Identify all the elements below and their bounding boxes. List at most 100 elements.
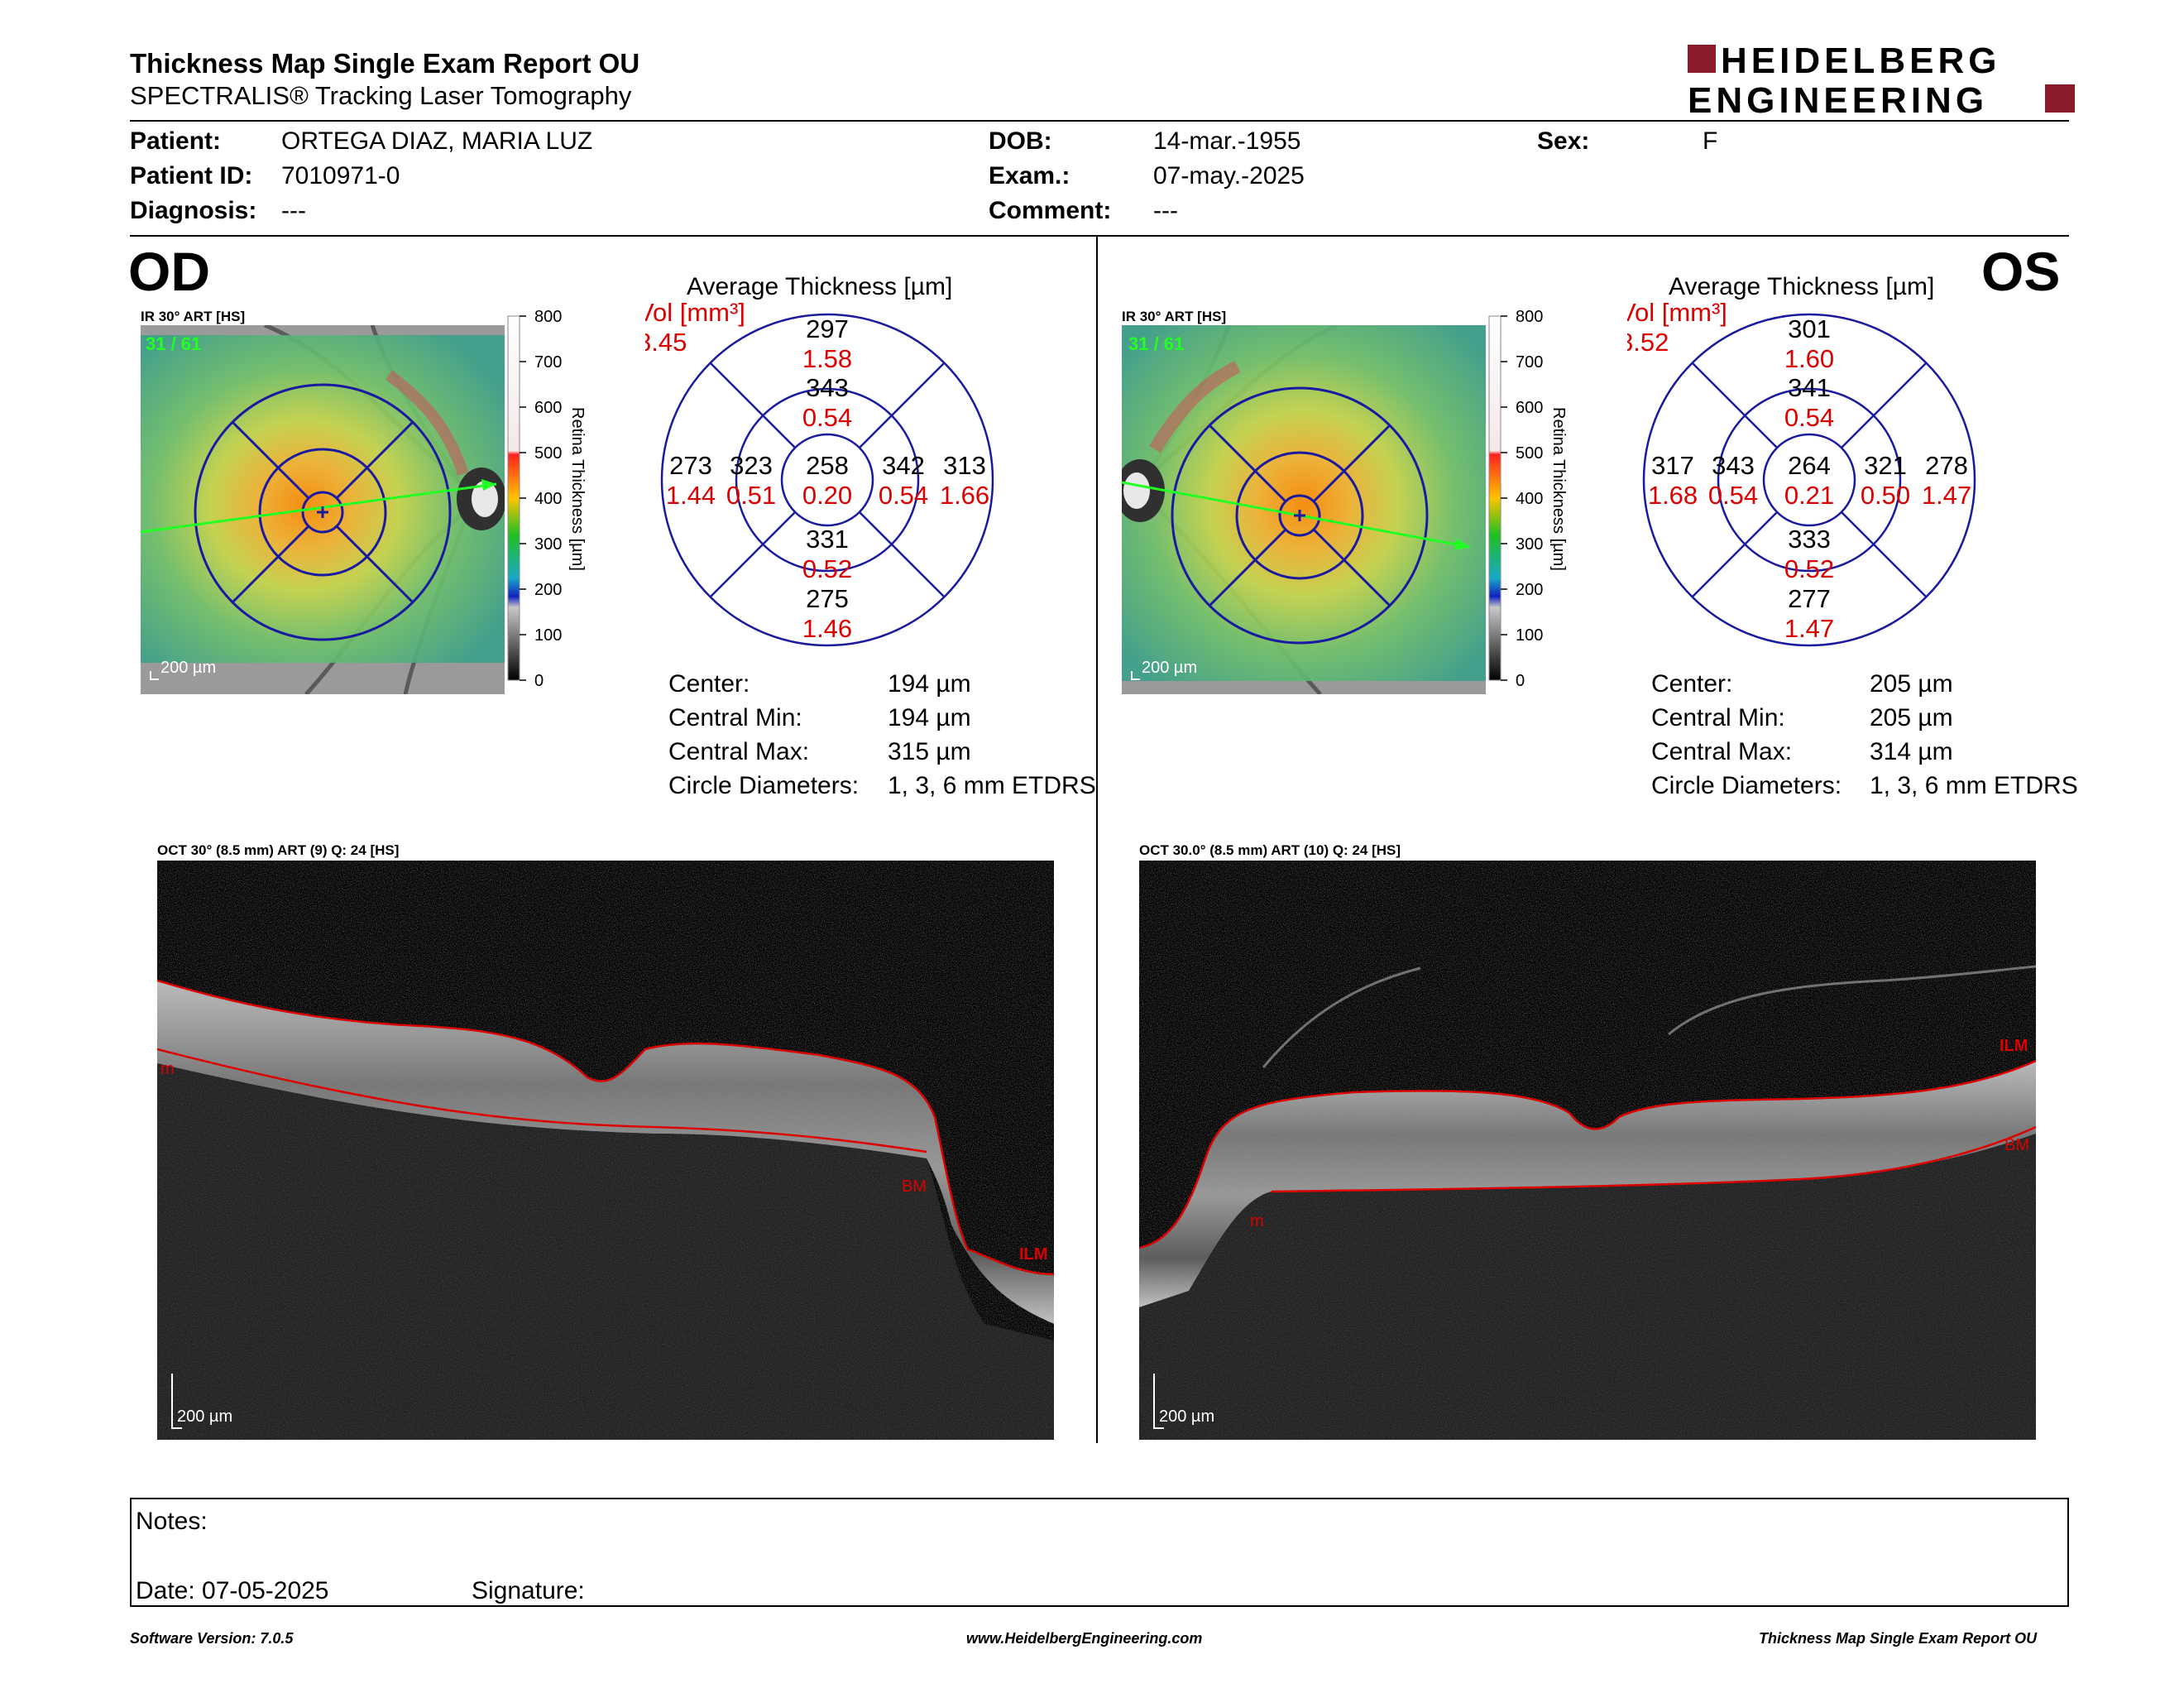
svg-text:0: 0 [1516, 672, 1525, 690]
info-rule [130, 235, 2069, 237]
svg-text:HEIDELBERG: HEIDELBERG [1721, 43, 2000, 81]
svg-text:ILM: ILM [1019, 1245, 1047, 1264]
footer-website: www.HeidelbergEngineering.com [966, 1630, 1203, 1647]
svg-text:700: 700 [1516, 353, 1543, 372]
os-thickness-colorbar: 800 700 600 500 400 300 200 100 0 Retina… [1488, 308, 1568, 690]
svg-text:317: 317 [1651, 451, 1694, 480]
os-central-min-value: 205 µm [1870, 704, 1953, 731]
svg-text:0.54: 0.54 [1784, 403, 1834, 432]
svg-text:0.54: 0.54 [879, 481, 928, 510]
od-center-value: 194 µm [888, 670, 971, 698]
os-fundus-image: 31 / 61 200 µm [1122, 325, 1486, 694]
svg-text:100: 100 [1516, 626, 1543, 645]
footer-report-name: Thickness Map Single Exam Report OU [1759, 1630, 2038, 1647]
comment-label: Comment: [989, 197, 1112, 224]
svg-text:1.46: 1.46 [802, 614, 852, 643]
svg-text:333: 333 [1788, 525, 1831, 554]
svg-text:200: 200 [534, 581, 562, 599]
svg-text:1.44: 1.44 [666, 481, 716, 510]
eye-label-os: OS [1981, 241, 2061, 302]
svg-text:300: 300 [534, 535, 562, 554]
svg-text:300: 300 [1516, 535, 1543, 554]
svg-text:343: 343 [806, 373, 849, 402]
svg-text:800: 800 [534, 308, 562, 326]
patient-label: Patient: [130, 127, 222, 155]
svg-text:500: 500 [1516, 444, 1543, 463]
sex-label: Sex: [1537, 127, 1590, 155]
svg-text:Retina Thickness [µm]: Retina Thickness [µm] [568, 407, 587, 571]
exam-label: Exam.: [989, 162, 1070, 189]
svg-text:BM: BM [2004, 1136, 2029, 1154]
svg-text:323: 323 [730, 451, 773, 480]
sex: F [1703, 127, 1718, 155]
os-central-max-label: Central Max: [1651, 738, 1793, 765]
svg-text:1.47: 1.47 [1922, 481, 1971, 510]
svg-text:m: m [1250, 1212, 1264, 1230]
svg-text:301: 301 [1788, 314, 1831, 343]
svg-text:200: 200 [1516, 581, 1543, 599]
patient-id-label: Patient ID: [130, 162, 253, 189]
diagnosis-label: Diagnosis: [130, 197, 257, 224]
svg-text:0.20: 0.20 [802, 481, 852, 510]
od-central-max-value: 315 µm [888, 738, 971, 765]
svg-text:700: 700 [534, 353, 562, 372]
report-title: Thickness Map Single Exam Report OU [130, 48, 640, 79]
od-avg-thickness-title: Average Thickness [µm] [687, 273, 953, 300]
svg-text:0.54: 0.54 [1708, 481, 1758, 510]
svg-text:0.50: 0.50 [1861, 481, 1910, 510]
notes-date: Date: 07-05-2025 [136, 1577, 329, 1604]
diagnosis: --- [281, 197, 306, 224]
svg-text:0.52: 0.52 [1784, 554, 1834, 583]
svg-text:341: 341 [1788, 373, 1831, 402]
svg-text:0.52: 0.52 [802, 554, 852, 583]
svg-text:500: 500 [534, 444, 562, 463]
svg-text:600: 600 [534, 399, 562, 417]
dob: 14-mar.-1955 [1153, 127, 1301, 155]
od-fundus-scale: 200 µm [160, 659, 216, 677]
od-frame-counter: 31 / 61 [146, 333, 201, 354]
footer-software-version: Software Version: 7.0.5 [130, 1630, 294, 1647]
svg-text:273: 273 [669, 451, 712, 480]
svg-text:1.60: 1.60 [1784, 344, 1834, 373]
header-rule [130, 120, 2069, 122]
svg-text:1.66: 1.66 [940, 481, 989, 510]
od-central-min-label: Central Min: [668, 704, 802, 731]
patient-id: 7010971-0 [281, 162, 400, 189]
svg-text:264: 264 [1788, 451, 1831, 480]
patient-name: ORTEGA DIAZ, MARIA LUZ [281, 127, 593, 155]
svg-text:0.21: 0.21 [1784, 481, 1834, 510]
os-vol-value: 8.52 [1627, 328, 1669, 357]
os-vol-label: Vol [mm³] [1627, 298, 1727, 327]
svg-text:331: 331 [806, 525, 849, 554]
svg-text:600: 600 [1516, 399, 1543, 417]
od-circle-diam-value: 1, 3, 6 mm ETDRS [888, 772, 1096, 799]
comment: --- [1153, 197, 1178, 224]
signature-label: Signature: [472, 1577, 585, 1604]
svg-text:278: 278 [1925, 451, 1968, 480]
svg-text:258: 258 [806, 451, 849, 480]
svg-text:1.58: 1.58 [802, 344, 852, 373]
od-oct-scale: 200 µm [177, 1407, 232, 1426]
exam-date: 07-may.-2025 [1153, 162, 1305, 189]
os-avg-thickness-title: Average Thickness [µm] [1669, 273, 1935, 300]
os-central-max-value: 314 µm [1870, 738, 1953, 765]
svg-text:0.54: 0.54 [802, 403, 852, 432]
svg-text:277: 277 [1788, 584, 1831, 613]
os-central-min-label: Central Min: [1651, 704, 1785, 731]
svg-text:343: 343 [1712, 451, 1755, 480]
od-fundus-image: 31 / 61 200 µm [141, 325, 505, 694]
heidelberg-logo: HEIDELBERG ENGINEERING [1688, 43, 2075, 117]
os-oct-label: OCT 30.0° (8.5 mm) ART (10) Q: 24 [HS] [1139, 842, 1401, 858]
os-center-label: Center: [1651, 670, 1733, 698]
svg-text:313: 313 [943, 451, 986, 480]
report-subtitle: SPECTRALIS® Tracking Laser Tomography [130, 81, 632, 110]
od-central-min-value: 194 µm [888, 704, 971, 731]
svg-text:400: 400 [1516, 490, 1543, 508]
od-circle-diam-label: Circle Diameters: [668, 772, 860, 799]
svg-text:275: 275 [806, 584, 849, 613]
os-circle-diam-label: Circle Diameters: [1651, 772, 1842, 799]
od-vol-label: Vol [mm³] [645, 298, 745, 327]
svg-text:0.51: 0.51 [726, 481, 776, 510]
